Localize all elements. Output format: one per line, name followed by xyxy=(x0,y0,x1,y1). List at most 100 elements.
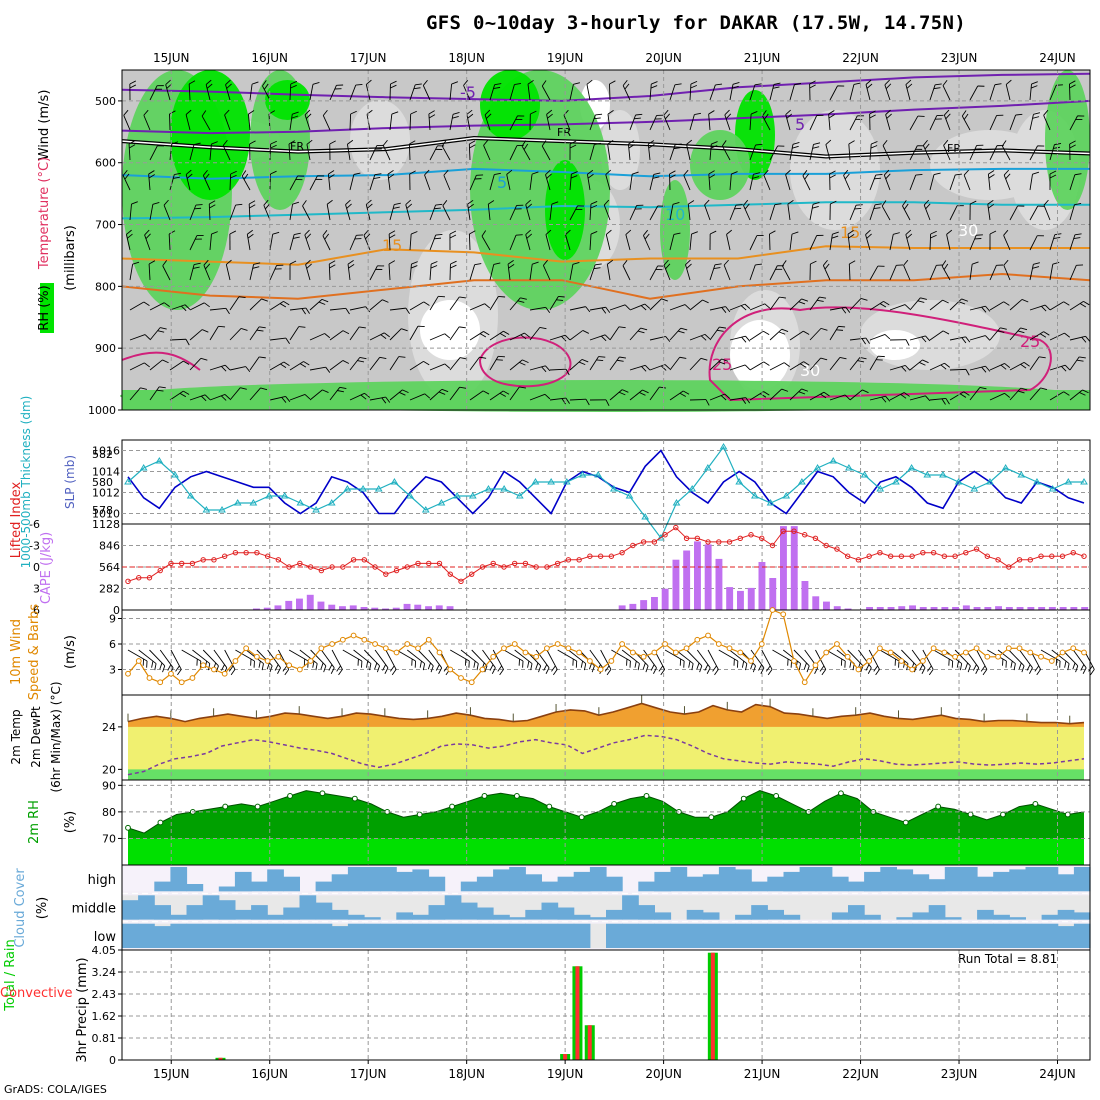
wind-barb-feather xyxy=(463,79,469,86)
wind-barb-feather xyxy=(1074,173,1082,176)
thickness-point xyxy=(735,478,744,485)
wind-barb-feather xyxy=(546,173,552,179)
wind-barb-feather xyxy=(838,325,846,328)
wind-barb-feather xyxy=(321,298,329,303)
wind-barb-feather xyxy=(203,259,209,266)
wind-barb-feather xyxy=(778,331,786,335)
wind-barb xyxy=(309,298,329,311)
wind-barb-feather xyxy=(848,234,855,239)
wind-barb-staff xyxy=(309,366,326,371)
thickness-point xyxy=(421,506,430,513)
wind-barb-feather xyxy=(619,356,627,359)
wind-barb-feather xyxy=(665,113,671,120)
wind10-speed-point xyxy=(758,641,765,647)
wind-barb-staff xyxy=(369,265,378,281)
wind10-barb-feather xyxy=(230,669,236,676)
wind-barb-feather xyxy=(989,230,997,235)
wind-barb xyxy=(865,229,872,251)
wind-barb xyxy=(1049,301,1070,311)
wind-barb-feather xyxy=(683,169,689,176)
wind10-barb-feather xyxy=(683,660,685,668)
cloud-cell-middle xyxy=(751,905,768,920)
wind-barb-staff xyxy=(428,114,431,131)
wind-barb xyxy=(709,393,731,401)
wind-barb-feather xyxy=(162,260,168,267)
wind-barb xyxy=(669,201,680,221)
cloud-cell-low xyxy=(993,923,1010,948)
cloud-cell-middle xyxy=(944,917,962,920)
wind-barb xyxy=(749,330,770,341)
wind-barb xyxy=(889,392,910,401)
lifted-index-point xyxy=(479,564,486,570)
wind-barb-feather xyxy=(526,203,533,209)
contour-label: 15 xyxy=(382,236,402,255)
wind-barb xyxy=(229,203,243,221)
wind-barb-staff xyxy=(769,145,779,161)
wind-barb xyxy=(208,200,216,221)
wind10-barb-feather xyxy=(269,665,273,673)
wind-barb-feather xyxy=(871,141,878,145)
wind-barb-staff xyxy=(749,264,756,281)
lifted-tick-label: -6 xyxy=(29,518,40,531)
wind-barb-staff xyxy=(609,83,611,101)
wind-barb xyxy=(429,388,449,401)
wind-barb-staff xyxy=(929,84,936,101)
wind10-speed-point xyxy=(350,632,357,639)
wind-barb-feather xyxy=(527,80,534,85)
wind-barb xyxy=(629,113,643,131)
wind-barb-staff xyxy=(346,144,351,161)
wind-barb-staff xyxy=(248,203,251,221)
wind10-barb-feather xyxy=(530,663,533,671)
wind-barb-staff xyxy=(149,302,165,311)
wind-barb-feather xyxy=(547,113,553,119)
wind10-speed-point xyxy=(361,636,368,643)
wind-barb-staff xyxy=(669,327,682,341)
wind-barb-staff xyxy=(304,234,311,251)
wind-barb-staff xyxy=(586,174,591,191)
wind10-barb-feather xyxy=(473,660,476,668)
wind-barb-feather xyxy=(1079,356,1086,359)
wind-barb-feather xyxy=(324,333,331,339)
wind-barb-staff xyxy=(749,114,752,131)
wind10-speed-point xyxy=(501,645,507,652)
cloud-cell-low xyxy=(896,923,914,948)
wind-barb-feather xyxy=(1033,262,1040,265)
wind-barb-feather xyxy=(354,238,362,240)
wind-barb xyxy=(289,307,310,315)
wind-barb xyxy=(909,297,927,311)
wind10-barb-staff xyxy=(288,649,309,662)
wind-barb-staff xyxy=(704,204,711,221)
cape-bar xyxy=(941,607,949,610)
wind-barb-staff xyxy=(909,297,921,311)
wind-barb-staff xyxy=(369,145,378,161)
wind-barb-staff xyxy=(289,234,295,251)
rh-axis-label: RH (%) xyxy=(37,285,52,330)
wind-barb-feather xyxy=(1005,173,1011,180)
wind-barb-feather xyxy=(570,175,578,179)
thickness-point xyxy=(719,443,728,450)
wind-barb-feather xyxy=(363,229,369,236)
slp-tick-label: 1016 xyxy=(92,445,120,458)
wind-barb-feather xyxy=(917,115,925,117)
wind-barb-feather xyxy=(769,230,776,235)
cloud-cell-high xyxy=(380,867,397,892)
wind10-speed-point xyxy=(801,679,808,686)
wind10-barb-feather xyxy=(1018,662,1022,670)
wind-barb xyxy=(1043,109,1051,131)
lifted-index-point xyxy=(157,567,163,574)
wind-barb-feather xyxy=(1069,80,1076,85)
lifted-tick-label: 3 xyxy=(33,583,40,596)
wind-barb-feather xyxy=(428,114,436,119)
wind-barb xyxy=(169,141,179,161)
thickness-point xyxy=(609,485,618,492)
wind-barb-staff xyxy=(709,393,726,401)
wind-barb xyxy=(149,85,164,101)
wind-barb-staff xyxy=(689,357,702,371)
wind-barb-feather xyxy=(272,231,280,235)
wind-barb-feather xyxy=(663,259,669,266)
wind-barb-feather xyxy=(1000,364,1007,370)
wind-barb-feather xyxy=(366,203,373,209)
wind-barb-feather xyxy=(1023,362,1030,367)
wind-barb-staff xyxy=(689,234,692,251)
wind-barb xyxy=(169,110,176,131)
